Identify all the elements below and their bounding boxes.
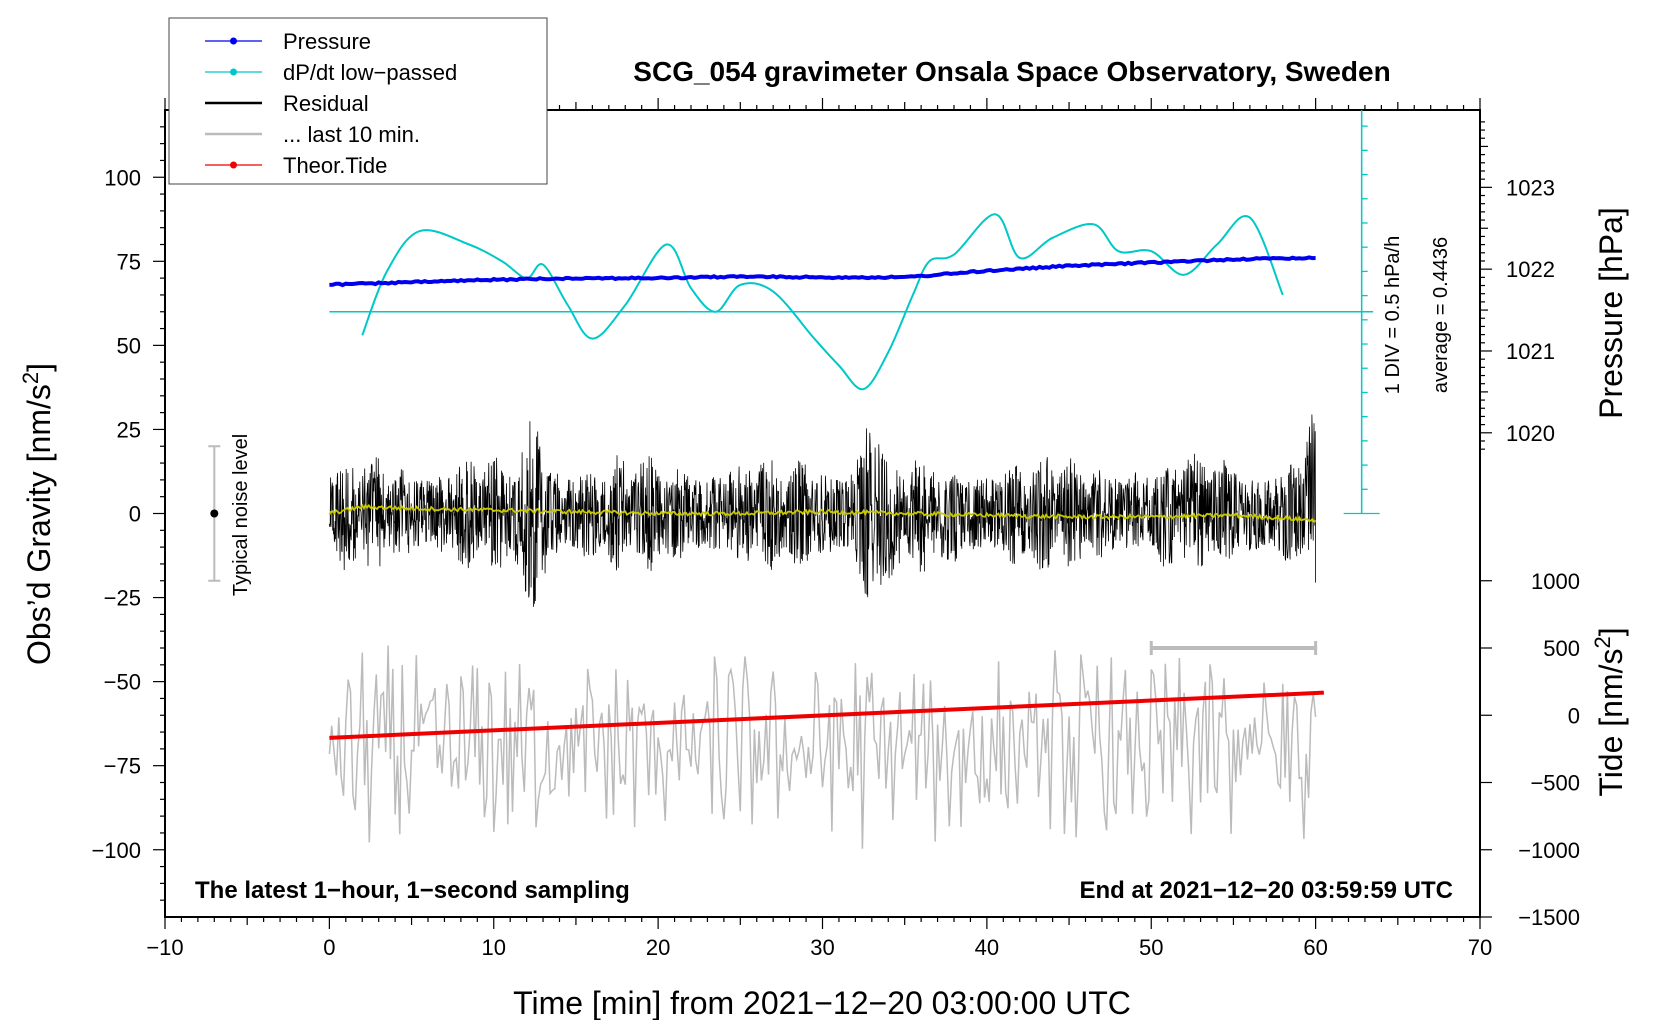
gravity-tick-label: 0 (129, 502, 141, 527)
x-tick-label: 50 (1139, 935, 1163, 960)
noise-center-dot (210, 509, 219, 518)
pressure-tick-label: 1022 (1506, 257, 1555, 282)
gravity-tick-label: −50 (104, 670, 141, 695)
y-axis-title-tide: Tide [nm/s2] (1590, 627, 1629, 796)
pressure-tick-label: 1021 (1506, 339, 1555, 364)
gravity-tick-label: −25 (104, 586, 141, 611)
x-axis-title: Time [min] from 2021−12−20 03:00:00 UTC (513, 985, 1131, 1020)
residual-smoothed-line (328, 503, 1317, 524)
pressure-series (329, 255, 1316, 288)
x-tick-label: 10 (482, 935, 506, 960)
x-tick-label: 0 (323, 935, 335, 960)
pressure-axis-ticks: 1020 1021 1022 1023 (1480, 121, 1555, 450)
last-10-min-series (328, 645, 1317, 849)
pressure-tick-label: 1023 (1506, 175, 1555, 200)
tide-series (329, 690, 1324, 740)
y-axis-title-pressure: Pressure [hPa] (1593, 207, 1629, 419)
x-tick-label: 70 (1468, 935, 1492, 960)
tide-tick-label: −500 (1530, 771, 1580, 796)
legend-marker (230, 68, 237, 76)
tide-tick-label: 0 (1568, 703, 1580, 728)
chart-title: SCG_054 gravimeter Onsala Space Observat… (633, 56, 1390, 87)
x-tick-label: 20 (646, 935, 670, 960)
average-label: average = 0.4436 (1430, 237, 1452, 393)
dpdt-scale-axis (329, 110, 1380, 515)
legend-label: ... last 10 min. (283, 122, 420, 147)
legend: Pressure dP/dt low−passed Residual ... last… (168, 17, 548, 185)
gravity-axis-ticks: −100 −75 −50 −25 0 25 50 75 100 (91, 126, 165, 901)
gravity-tick-label: −100 (91, 838, 141, 863)
x-tick-label: −10 (146, 935, 183, 960)
tide-axis-ticks: −1500 −1000 −500 0 500 1000 (1480, 569, 1580, 930)
gravity-tick-label: 50 (117, 333, 141, 358)
tide-tick-label: −1500 (1518, 905, 1580, 930)
tide-tick-label: 500 (1543, 636, 1580, 661)
last-10-min-line (328, 645, 1317, 849)
y-axis-title-gravity: Obs’d Gravity [nm/s2] (18, 363, 57, 665)
gravity-tick-label: 100 (104, 165, 141, 190)
x-tick-label: 40 (975, 935, 999, 960)
tide-line (329, 690, 1324, 740)
legend-marker (230, 161, 237, 169)
scale-div-label: 1 DIV = 0.5 hPa/h (1382, 236, 1404, 394)
noise-level-label: Typical noise level (230, 434, 252, 596)
gravity-tick-label: 25 (117, 417, 141, 442)
legend-label: Theor.Tide (283, 153, 387, 178)
legend-label: Residual (283, 91, 369, 116)
gravity-tick-label: −75 (104, 754, 141, 779)
residual-smoothed-series (328, 503, 1317, 524)
bottom-right-note: End at 2021−12−20 03:59:59 UTC (1079, 877, 1453, 904)
pressure-line (329, 255, 1316, 288)
noise-level-marker (208, 445, 221, 582)
ten-minute-marker (1149, 641, 1318, 655)
legend-label: Pressure (283, 29, 371, 54)
bottom-left-note: The latest 1−hour, 1−second sampling (195, 877, 630, 904)
x-tick-label: 30 (810, 935, 834, 960)
legend-label: dP/dt low−passed (283, 60, 457, 85)
x-tick-label: 60 (1303, 935, 1327, 960)
dpdt-line (361, 213, 1284, 391)
dpdt-series (361, 213, 1284, 391)
legend-marker (230, 37, 237, 45)
pressure-tick-label: 1020 (1506, 421, 1555, 446)
tide-tick-label: −1000 (1518, 838, 1580, 863)
x-axis-ticks: −10 0 10 20 30 40 50 60 70 (146, 98, 1492, 960)
tide-tick-label: 1000 (1531, 569, 1580, 594)
gravity-tick-label: 75 (117, 249, 141, 274)
legend-box (168, 17, 548, 185)
